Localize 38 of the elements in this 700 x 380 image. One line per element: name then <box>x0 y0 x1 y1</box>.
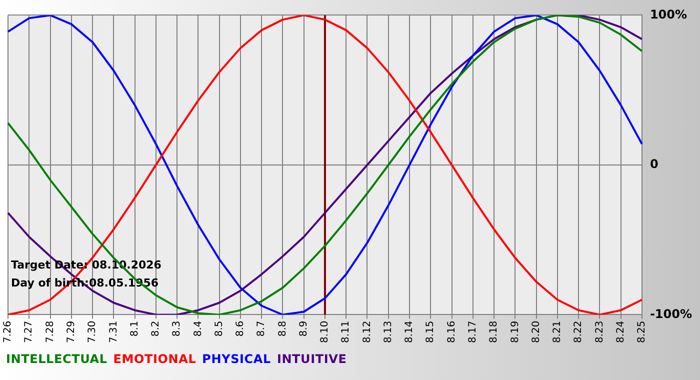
x-tick-label: 8.21 <box>552 320 564 343</box>
text: INTUITIVE <box>276 352 347 366</box>
x-tick-label: 8.5 <box>214 320 225 337</box>
y-tick-label: 0 <box>650 157 658 172</box>
x-tick-label: 8.4 <box>192 320 204 337</box>
x-tick-label: 8.24 <box>615 320 626 343</box>
x-tick-label: 8.2 <box>150 320 162 337</box>
x-tick-label: 8.23 <box>594 320 606 343</box>
x-tick-label: 8.20 <box>530 320 542 343</box>
text: PHYSICAL <box>202 352 271 366</box>
x-tick-label: 8.1 <box>129 320 140 337</box>
x-tick-label: 8.17 <box>467 320 478 343</box>
x-tick-label: 7.28 <box>44 320 56 343</box>
x-tick-label: 8.19 <box>510 320 521 343</box>
x-tick-label: 8.18 <box>488 320 500 343</box>
x-tick-label: 8.6 <box>235 320 246 337</box>
x-tick-label: 8.14 <box>404 320 416 343</box>
x-tick-label: 8.10 <box>320 320 331 343</box>
x-tick-label: 8.8 <box>277 320 288 337</box>
x-tick-label: 8.22 <box>573 320 584 343</box>
x-tick-label: 8.7 <box>256 320 268 337</box>
text: EMOTIONAL <box>113 352 196 366</box>
x-tick-label: 7.31 <box>108 320 120 343</box>
x-tick-label: 8.9 <box>298 320 310 337</box>
x-tick-label: 7.26 <box>2 320 14 343</box>
x-tick-label: 8.3 <box>172 320 183 337</box>
x-tick-label: 8.16 <box>446 320 458 343</box>
x-tick-label: 7.29 <box>66 320 77 343</box>
y-tick-label: 100% <box>650 7 688 22</box>
x-tick-label: 8.12 <box>362 320 373 343</box>
text: INTELLECTUAL <box>6 352 108 366</box>
x-tick-label: 8.25 <box>636 320 648 343</box>
x-tick-label: 8.15 <box>425 320 436 343</box>
x-tick-label: 8.13 <box>382 320 394 343</box>
x-tick-label: 7.27 <box>24 320 35 343</box>
x-tick-label: 8.11 <box>340 320 352 343</box>
y-tick-label: -100% <box>650 306 692 321</box>
x-tick-label: 7.30 <box>87 320 98 343</box>
